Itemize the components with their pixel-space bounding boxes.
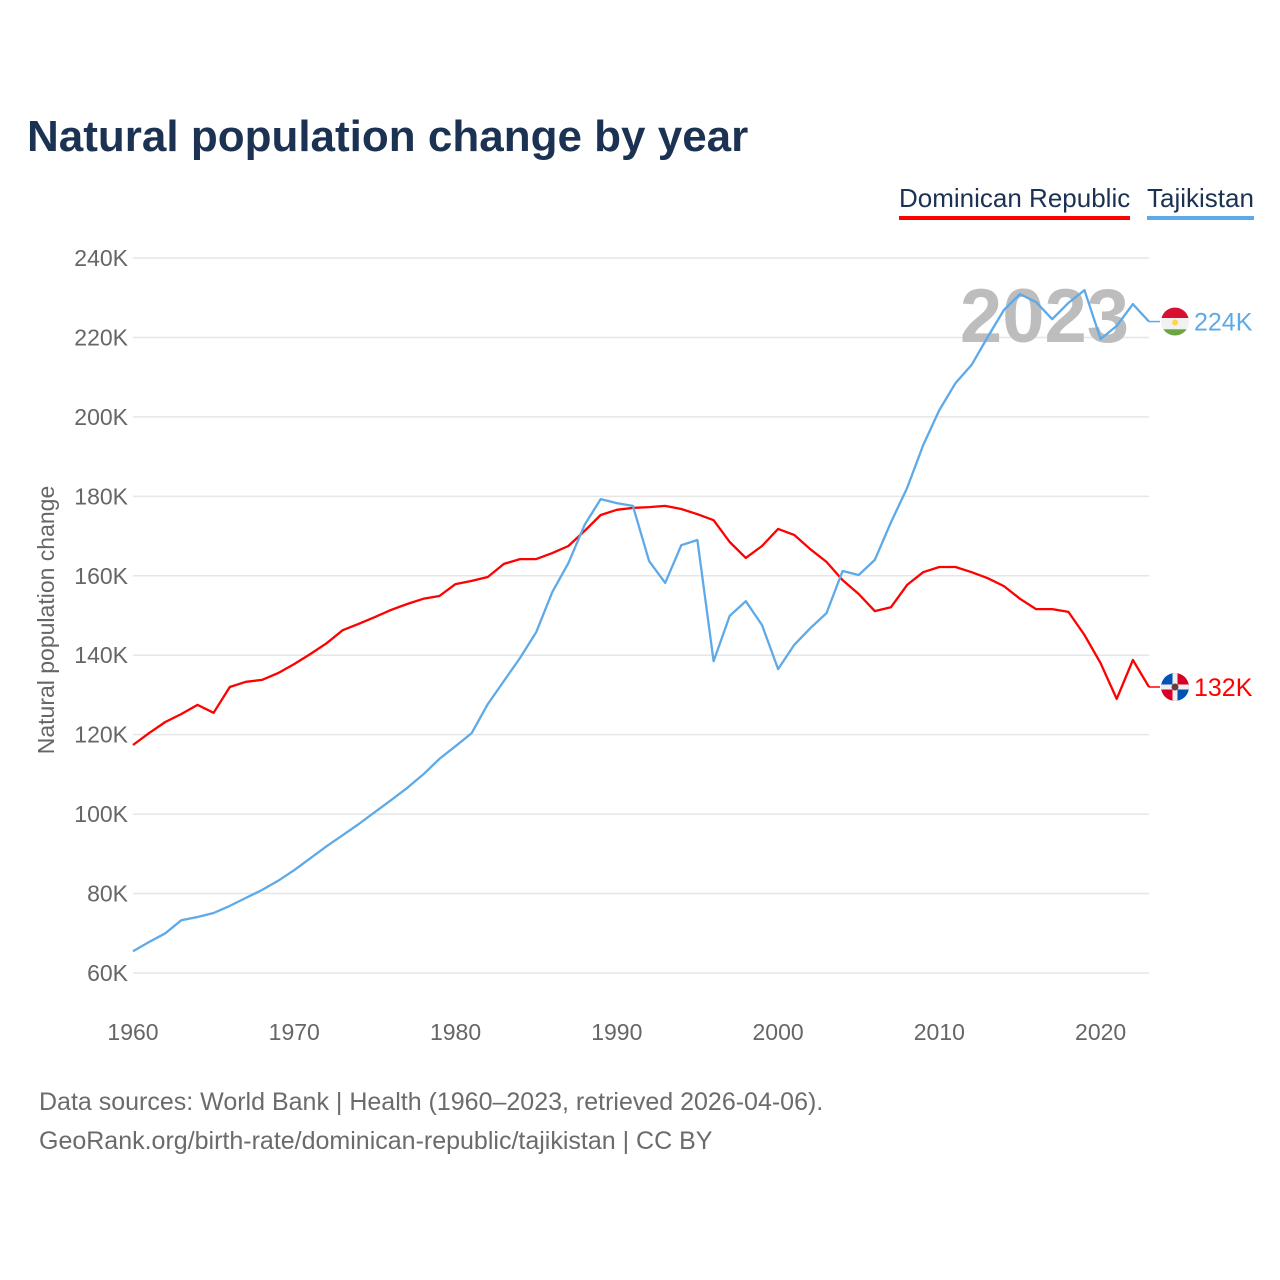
y-tick-label: 180K [74,483,128,509]
flag-stripe [1161,329,1189,336]
chart-title: Natural population change by year [27,112,749,161]
y-tick-label: 200K [74,404,128,430]
x-tick-label: 2000 [752,1019,803,1045]
x-tick-label: 1980 [430,1019,481,1045]
x-tick-label: 1960 [107,1019,158,1045]
end-value-label: 224K [1194,309,1253,337]
x-tick-label: 1990 [591,1019,642,1045]
dominican-republic-flag-icon [1161,673,1189,701]
y-tick-label: 160K [74,563,128,589]
y-tick-label: 100K [74,801,128,827]
y-tick-label: 60K [87,960,129,986]
legend-item-dominican-republic[interactable]: Dominican Republic [899,183,1131,220]
flag-body [1161,307,1189,336]
year-watermark: 2023 [960,274,1129,359]
series-line-tajikistan [132,289,1150,953]
x-tick-label: 2010 [914,1019,965,1045]
y-tick-label: 240K [74,245,128,271]
y-tick-label: 80K [87,881,129,907]
flag-emblem [1171,683,1179,691]
flag-stripe [1161,307,1189,319]
y-tick-label: 220K [74,324,128,350]
x-tick-label: 2020 [1075,1019,1126,1045]
y-tick-label: 120K [74,722,128,748]
legend-item-tajikistan[interactable]: Tajikistan [1147,183,1254,220]
flag-body [1161,673,1189,701]
footer-source: Data sources: World Bank | Health (1960–… [39,1088,824,1116]
series-line-dominican-republic [132,504,1150,746]
x-tick-label: 1970 [269,1019,320,1045]
y-tick-label: 140K [74,642,128,668]
flag-crown [1172,319,1178,326]
end-value-label: 132K [1194,674,1253,702]
footer-url[interactable]: GeoRank.org/birth-rate/dominican-republi… [39,1127,713,1155]
tajikistan-flag-icon [1161,307,1189,336]
y-axis-label: Natural population change [33,486,59,755]
